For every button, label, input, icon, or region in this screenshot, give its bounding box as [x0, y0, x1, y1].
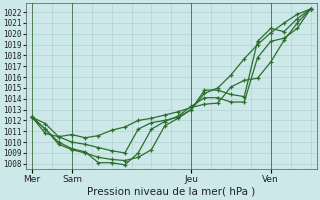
X-axis label: Pression niveau de la mer( hPa ): Pression niveau de la mer( hPa ) [87, 187, 255, 197]
